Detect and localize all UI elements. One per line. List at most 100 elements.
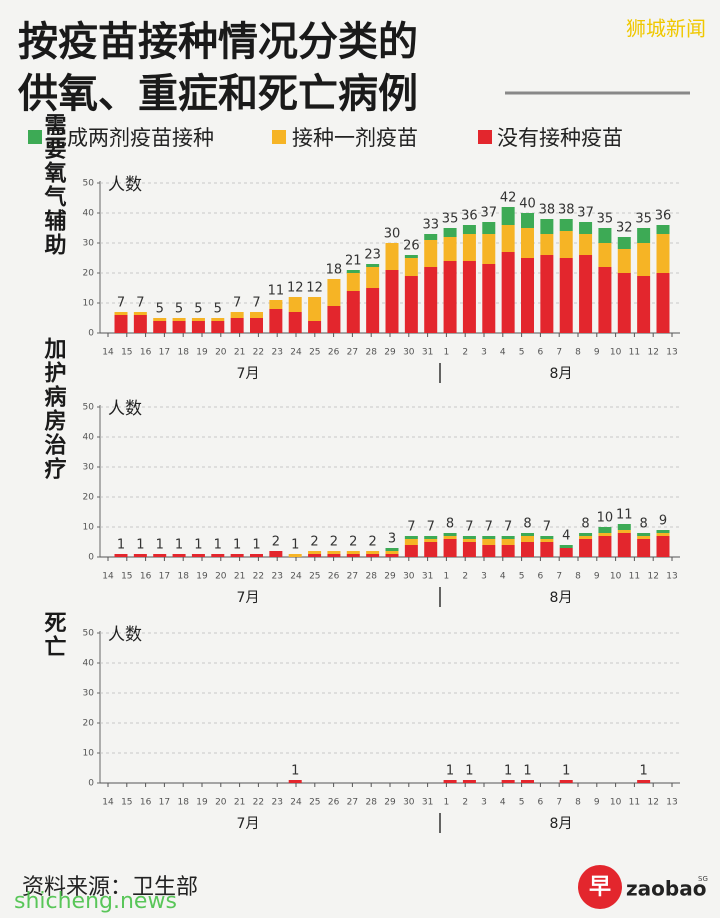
x-tick-label: 26 — [328, 348, 340, 358]
x-tick-label: 26 — [328, 572, 340, 582]
total-label: 12 — [287, 281, 304, 296]
value-label: 1 — [640, 764, 648, 779]
total-label: 26 — [403, 239, 420, 254]
bar-segment — [191, 321, 205, 333]
bar-segment — [598, 267, 612, 333]
bar-segment — [327, 554, 341, 557]
y-tick-label: 20 — [83, 493, 95, 503]
bar-segment — [637, 536, 651, 539]
bar-segment — [540, 234, 554, 255]
bar-segment — [482, 539, 496, 545]
y-axis-title: 需要氧气辅助 — [41, 113, 68, 257]
bar-segment — [133, 315, 147, 333]
total-label: 42 — [500, 191, 517, 206]
x-tick-label: 25 — [309, 348, 320, 358]
bar-segment — [579, 255, 593, 333]
x-tick-label: 2 — [462, 798, 468, 808]
y-tick-label: 50 — [83, 179, 95, 189]
total-label: 1 — [117, 538, 125, 553]
x-tick-label: 14 — [102, 348, 114, 358]
bar-segment — [637, 539, 651, 557]
bar-segment — [346, 270, 360, 273]
y-tick-label: 40 — [83, 209, 95, 219]
bar-segment — [230, 554, 244, 557]
bar-segment — [366, 264, 380, 267]
bar-segment — [250, 312, 263, 318]
bar-segment — [153, 554, 167, 557]
x-tick-label: 19 — [196, 798, 208, 808]
total-label: 2 — [272, 535, 280, 550]
y-tick-label: 30 — [83, 689, 95, 699]
x-tick-label: 31 — [422, 798, 433, 808]
x-tick-label: 13 — [666, 348, 677, 358]
bar-segment — [540, 219, 554, 234]
bar-segment — [617, 273, 631, 333]
x-tick-label: 13 — [666, 798, 677, 808]
bar-segment — [637, 533, 651, 536]
bar-segment — [598, 536, 612, 557]
bar-segment — [366, 551, 380, 554]
x-tick-label: 8 — [575, 348, 581, 358]
bar-segment — [637, 243, 651, 276]
total-label: 40 — [519, 197, 536, 212]
x-tick-label: 19 — [196, 348, 208, 358]
bar-segment — [443, 228, 457, 237]
total-label: 35 — [442, 212, 459, 227]
value-label: 1 — [562, 764, 570, 779]
y-tick-label: 30 — [83, 239, 95, 249]
total-label: 5 — [214, 302, 222, 317]
x-tick-label: 1 — [444, 798, 450, 808]
legend-label: 接种一剂疫苗 — [292, 126, 418, 150]
bar-segment — [366, 267, 380, 288]
x-tick-label: 23 — [271, 798, 282, 808]
bar-segment — [250, 554, 263, 557]
x-tick-label: 22 — [253, 572, 264, 582]
x-tick-label: 1 — [444, 348, 450, 358]
bar-segment — [462, 234, 476, 261]
watermark: shicheng.news — [14, 889, 177, 914]
total-label: 2 — [330, 535, 338, 550]
x-tick-label: 5 — [519, 572, 525, 582]
x-tick-label: 11 — [629, 798, 640, 808]
y-tick-label: 0 — [88, 779, 94, 789]
y-tick-label: 10 — [83, 749, 95, 759]
x-tick-label: 12 — [647, 348, 658, 358]
x-tick-label: 18 — [177, 572, 189, 582]
x-tick-label: 30 — [403, 798, 415, 808]
total-label: 1 — [156, 538, 164, 553]
bar-segment — [346, 291, 360, 333]
x-tick-label: 29 — [384, 798, 396, 808]
bar-segment — [191, 554, 205, 557]
y-tick-label: 50 — [83, 403, 95, 413]
bar-segment — [404, 536, 418, 539]
bar-segment — [540, 542, 554, 557]
bar-segment — [288, 312, 302, 333]
bar-segment — [579, 234, 593, 255]
bar-segment — [230, 318, 244, 333]
bar-segment — [288, 780, 302, 783]
bar-segment — [462, 780, 476, 783]
total-label: 2 — [349, 535, 357, 550]
bar-segment — [308, 554, 322, 557]
bar-segment — [501, 225, 515, 252]
x-tick-label: 29 — [384, 572, 396, 582]
bar-segment — [482, 536, 496, 539]
bar-segment — [172, 318, 186, 321]
value-label: 1 — [465, 764, 473, 779]
bar-segment — [443, 533, 457, 536]
x-tick-label: 24 — [290, 572, 302, 582]
x-tick-label: 27 — [347, 348, 358, 358]
total-label: 7 — [504, 520, 512, 535]
bar-segment — [327, 279, 341, 306]
bar-segment — [211, 321, 225, 333]
bar-segment — [462, 539, 476, 542]
x-tick-label: 27 — [347, 798, 358, 808]
x-tick-label: 12 — [647, 798, 658, 808]
bar-segment — [598, 533, 612, 536]
bar-segment — [656, 273, 670, 333]
y-unit: 人数 — [108, 399, 142, 419]
y-axis-title: 死亡 — [41, 611, 67, 659]
